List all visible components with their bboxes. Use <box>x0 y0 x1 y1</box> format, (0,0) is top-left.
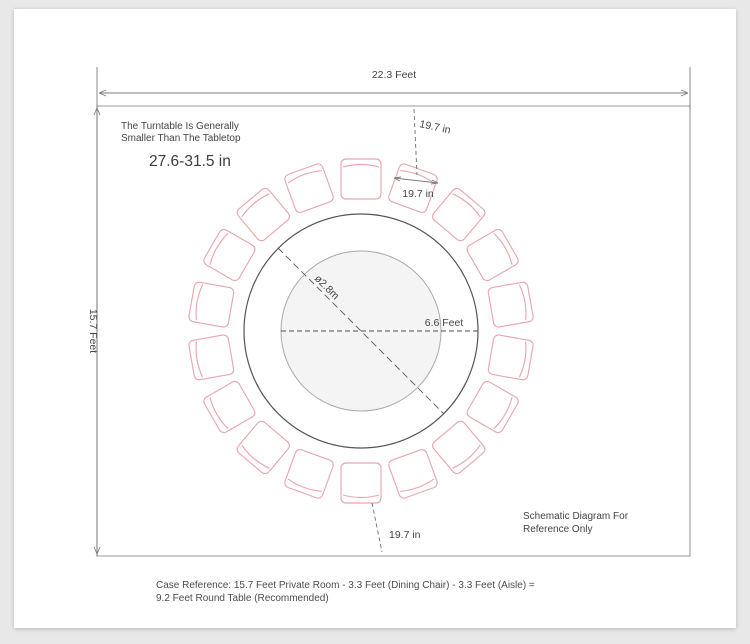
table-group: ø2.8m 6.6 Feet <box>243 213 479 449</box>
chair <box>487 281 534 328</box>
chair <box>466 228 519 282</box>
chair-backrest <box>452 444 481 469</box>
chair-seat <box>236 187 291 242</box>
room-height-dimension: 15.7 Feet <box>87 106 101 556</box>
chair-bottom-callout: 19.7 in <box>371 502 421 553</box>
chair-seat <box>203 380 256 434</box>
chair-backrest <box>209 397 229 429</box>
chair-backrest <box>195 284 204 321</box>
caption-line2: 9.2 Feet Round Table (Recommended) <box>156 593 329 604</box>
chair <box>284 163 334 213</box>
chair-backrest <box>493 397 513 429</box>
chair-width-callout: 19.7 in <box>393 176 439 200</box>
chair-backrest <box>518 341 527 378</box>
disclaimer-line2: Reference Only <box>523 524 592 535</box>
chair-seat <box>284 449 334 499</box>
chair-seat <box>388 449 438 499</box>
schematic-card: 22.3 Feet 15.7 Feet The Turntable Is Gen… <box>14 9 736 628</box>
turntable-diameter-label: 6.6 Feet <box>425 317 464 329</box>
chair-seat <box>236 420 291 475</box>
chair-backrest <box>493 233 513 265</box>
chair <box>188 334 235 381</box>
chair-depth-callout: 19.7 in <box>413 108 452 176</box>
chair-seat <box>431 420 486 475</box>
table-diameter-line <box>277 247 445 415</box>
chair <box>466 380 519 434</box>
chair-seat <box>188 334 235 381</box>
chair-backrest <box>518 284 527 321</box>
turntable-note-line2: Smaller Than The Tabletop <box>121 133 241 144</box>
chair <box>236 187 291 242</box>
chair <box>203 228 256 282</box>
chair <box>388 163 438 213</box>
diagram-stage: 22.3 Feet 15.7 Feet The Turntable Is Gen… <box>14 9 736 628</box>
chair-backrest <box>241 193 270 218</box>
chair <box>431 420 486 475</box>
chair <box>340 462 382 504</box>
chair <box>431 187 486 242</box>
chair-seat <box>487 281 534 328</box>
chair-backrest <box>241 444 270 469</box>
caption: Case Reference: 15.7 Feet Private Room -… <box>156 580 535 604</box>
chair <box>203 380 256 434</box>
chair-bottom-label: 19.7 in <box>389 529 421 541</box>
chair-ring <box>188 158 534 504</box>
chair-seat <box>487 334 534 381</box>
chair-backrest <box>195 341 204 378</box>
chair <box>236 420 291 475</box>
chair-backrest <box>287 478 322 492</box>
chair-width-label: 19.7 in <box>402 188 434 200</box>
chair-depth-label: 19.7 in <box>418 118 451 136</box>
chair-backrest <box>342 494 380 499</box>
disclaimer-line1: Schematic Diagram For <box>523 511 629 522</box>
chair-seat <box>340 462 382 504</box>
chair <box>188 281 235 328</box>
turntable-note: The Turntable Is Generally Smaller Than … <box>121 121 241 170</box>
turntable-size-label: 27.6-31.5 in <box>149 153 231 170</box>
chair-backrest <box>287 170 322 184</box>
chair-backrest <box>452 193 481 218</box>
chair <box>487 334 534 381</box>
room-height-label: 15.7 Feet <box>87 309 99 353</box>
chair-backrest <box>342 163 380 168</box>
chair-backrest <box>209 233 229 265</box>
caption-line1: Case Reference: 15.7 Feet Private Room -… <box>156 580 535 591</box>
chair-backrest <box>400 170 435 184</box>
chair-seat <box>466 380 519 434</box>
schematic-svg: 22.3 Feet 15.7 Feet The Turntable Is Gen… <box>87 67 691 604</box>
chair-seat <box>188 281 235 328</box>
disclaimer: Schematic Diagram For Reference Only <box>523 511 629 535</box>
room-width-dimension: 22.3 Feet <box>96 67 691 109</box>
chair-backrest <box>400 478 435 492</box>
chair <box>340 158 382 200</box>
turntable-note-line1: The Turntable Is Generally <box>121 121 239 132</box>
chair-seat <box>284 163 334 213</box>
chair-seat <box>203 228 256 282</box>
chair-seat <box>388 163 438 213</box>
chair-seat <box>466 228 519 282</box>
chair <box>388 449 438 499</box>
room-width-label: 22.3 Feet <box>372 69 416 81</box>
chair-seat <box>340 158 382 200</box>
chair-seat <box>431 187 486 242</box>
chair <box>284 449 334 499</box>
